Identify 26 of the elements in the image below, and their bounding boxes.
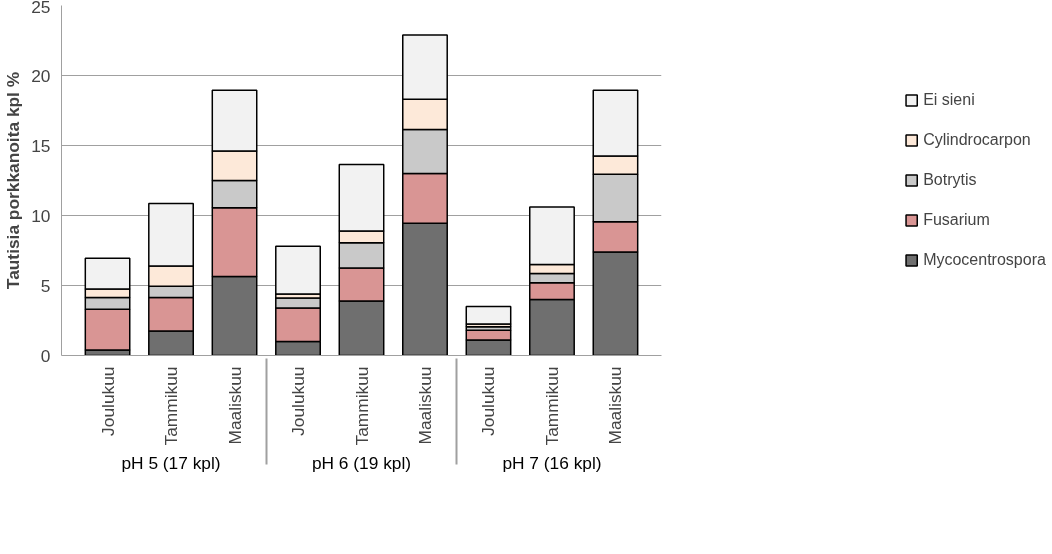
legend-label: Botrytis — [923, 171, 977, 189]
legend-label: Cylindrocarpon — [923, 131, 1031, 149]
text: pH 5 (17 kpl) — [121, 453, 221, 474]
y-tick-label: 15 — [31, 135, 51, 156]
legend-label: Ei sieni — [923, 91, 975, 109]
x-tick-label: Maaliskuu — [224, 366, 245, 445]
y-axis-title: Tautisia porkkanoita kpl % — [3, 71, 24, 290]
text: pH 7 (16 kpl) — [502, 453, 602, 474]
x-tick-label: Tammikuu — [161, 366, 182, 446]
x-tick-label: Joulukuu — [97, 366, 118, 436]
x-tick-label: Tammikuu — [351, 366, 372, 446]
legend-label: Fusarium — [923, 211, 990, 229]
x-tick-label: Joulukuu — [478, 366, 499, 436]
y-tick-label: 10 — [31, 205, 51, 226]
bar — [275, 245, 321, 295]
x-tick-label: Joulukuu — [288, 366, 309, 436]
bar — [465, 305, 512, 325]
y-tick-label: 5 — [40, 275, 51, 296]
y-tick-label: 20 — [31, 65, 51, 86]
legend-label: Mycocentrospora — [923, 251, 1046, 269]
x-tick-label: Maaliskuu — [414, 366, 435, 445]
x-tick-label: Tammikuu — [541, 366, 562, 446]
text: pH 6 (19 kpl) — [311, 453, 412, 474]
y-tick-label: 25 — [31, 0, 51, 17]
y-tick-label: 0 — [40, 345, 51, 366]
x-tick-label: Maaliskuu — [605, 366, 626, 445]
